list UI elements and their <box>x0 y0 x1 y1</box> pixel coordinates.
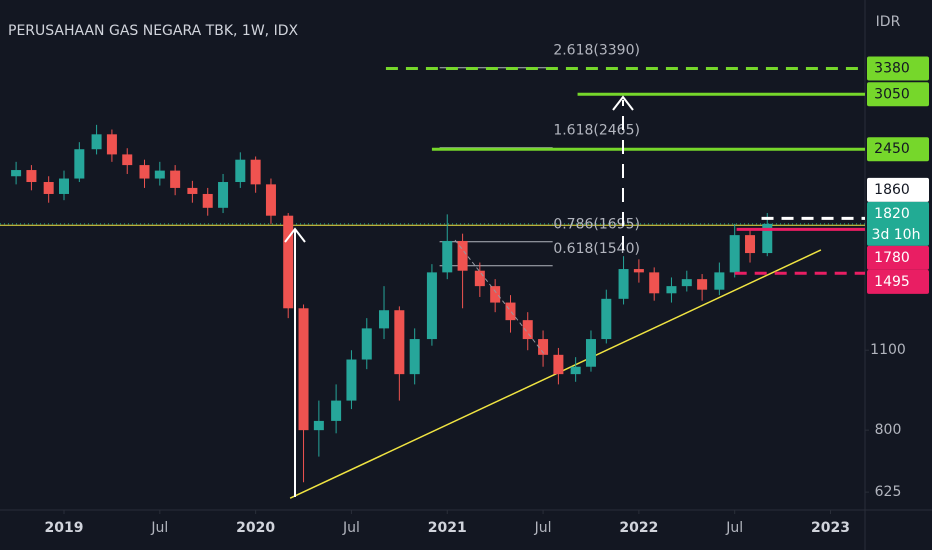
price-label-box <box>867 82 929 107</box>
candle-body <box>553 354 564 375</box>
candle-body <box>265 184 276 216</box>
candle-body <box>681 279 692 287</box>
fib-label: 2.618(3390) <box>553 43 640 59</box>
x-tick-label: Jul <box>725 520 743 536</box>
fib-label: 1.618(2465) <box>553 123 640 139</box>
price-label: 1495 <box>874 274 910 290</box>
y-tick-label: 800 <box>875 422 902 438</box>
x-tick-label: 2020 <box>236 520 275 536</box>
price-label-box <box>867 245 929 270</box>
candle-body <box>409 339 420 375</box>
price-label: 1780 <box>874 250 910 266</box>
candle-body <box>714 272 725 290</box>
path-line <box>454 239 546 356</box>
price-label: 3380 <box>874 60 910 76</box>
candle-body <box>394 310 405 375</box>
fib-label: 0.786(1695) <box>553 217 640 233</box>
x-tick-label: 2023 <box>811 520 850 536</box>
candle-body <box>729 235 740 273</box>
candle-body <box>442 240 453 273</box>
x-tick-label: Jul <box>534 520 552 536</box>
candle-body <box>43 182 54 194</box>
candle-body <box>202 193 213 208</box>
candle-body <box>570 366 581 375</box>
candle-body <box>139 165 150 179</box>
x-tick-label: 2019 <box>45 520 84 536</box>
candle-body <box>538 339 549 355</box>
price-label-box <box>867 56 929 81</box>
candle-body <box>697 279 708 290</box>
candle-body <box>235 159 246 183</box>
candle-body <box>585 339 596 367</box>
candle-body <box>633 269 644 273</box>
chart-title: PERUSAHAAN GAS NEGARA TBK, 1W, IDX <box>8 23 298 39</box>
x-tick-label: Jul <box>150 520 168 536</box>
candle-body <box>346 359 357 401</box>
price-label: 3050 <box>874 86 910 102</box>
candle-body <box>490 286 501 303</box>
candle-body <box>298 308 309 431</box>
candle-body <box>601 298 612 340</box>
candle-body <box>331 400 342 421</box>
candle-body <box>762 223 773 254</box>
candle-body <box>426 272 437 340</box>
arrow-head <box>612 95 634 111</box>
x-tick-label: 2022 <box>619 520 658 536</box>
currency: IDR <box>876 14 901 30</box>
candle-body <box>154 170 165 179</box>
candle-body <box>26 170 37 183</box>
candle-body <box>505 302 516 321</box>
price-label-box <box>867 177 929 202</box>
candle-body <box>745 235 756 254</box>
candle-body <box>187 187 198 194</box>
y-tick-label: 1100 <box>870 342 906 358</box>
candle-body <box>218 182 229 208</box>
candle-body <box>122 154 133 166</box>
price-label: 1860 <box>874 182 910 198</box>
candle-body <box>379 310 390 329</box>
x-tick-label: 2021 <box>428 520 467 536</box>
candle-body <box>59 178 70 194</box>
candle-body <box>106 134 117 155</box>
candle-body <box>170 170 181 188</box>
price-label-box <box>867 137 929 162</box>
price-label-box <box>867 201 929 246</box>
candle-body <box>457 240 468 271</box>
y-tick-label: 625 <box>875 484 902 500</box>
price-label-box <box>867 269 929 294</box>
price-label: 2450 <box>874 141 910 157</box>
candle-body <box>666 286 677 294</box>
countdown-label: 3d 10h <box>872 227 921 243</box>
candle-body <box>649 272 660 294</box>
candle-body <box>91 134 102 150</box>
price-label: 1820 <box>874 206 910 222</box>
candle-body <box>361 328 372 360</box>
candle-body <box>250 159 261 185</box>
candle-body <box>313 420 324 431</box>
candle-body <box>522 320 533 340</box>
fib-label: 0.618(1540) <box>553 241 640 257</box>
candle-body <box>618 269 629 299</box>
x-tick-label: Jul <box>342 520 360 536</box>
candle-body <box>283 215 294 309</box>
arrow-head <box>284 227 306 243</box>
candle-body <box>474 270 485 287</box>
candle-body <box>11 170 22 177</box>
candle-body <box>74 149 85 179</box>
